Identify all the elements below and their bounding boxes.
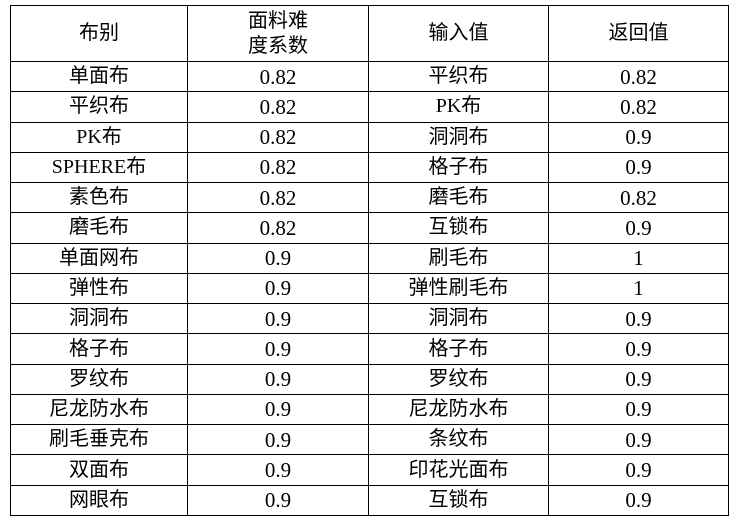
difficulty-coefficient-cell: 0.9 — [187, 424, 369, 456]
table-row: 刷毛垂克布 0.9 条纹布 0.9 — [10, 424, 729, 456]
table-row: 网眼布 0.9 互锁布 0.9 — [10, 484, 729, 517]
difficulty-coefficient-cell: 0.9 — [187, 393, 369, 426]
return-value-cell: 1 — [548, 242, 729, 274]
table-row: PK布 0.82 洞洞布 0.9 — [10, 121, 729, 153]
input-value-cell: 罗纹布 — [368, 363, 549, 395]
return-value-cell: 0.9 — [548, 484, 729, 517]
input-value-cell: 格子布 — [368, 151, 549, 184]
input-value-cell: 平织布 — [368, 60, 549, 93]
input-value-cell: 洞洞布 — [368, 303, 549, 335]
difficulty-coefficient-cell: 0.9 — [187, 303, 369, 335]
difficulty-coefficient-cell: 0.9 — [187, 272, 369, 305]
table-row: 洞洞布 0.9 洞洞布 0.9 — [10, 303, 729, 335]
fabric-name-cell: 格子布 — [10, 333, 188, 365]
return-value-cell: 1 — [548, 272, 729, 305]
table-row: 双面布 0.9 印花光面布 0.9 — [10, 454, 729, 486]
col-header-return-value: 返回值 — [548, 5, 729, 62]
difficulty-coefficient-cell: 0.9 — [187, 484, 369, 517]
return-value-cell: 0.9 — [548, 333, 729, 365]
table-row: 平织布 0.82 PK布 0.82 — [10, 91, 729, 123]
fabric-name-cell: 罗纹布 — [10, 363, 188, 395]
fabric-name-cell: 尼龙防水布 — [10, 393, 188, 426]
fabric-name-cell: PK布 — [10, 121, 188, 153]
return-value-cell: 0.82 — [548, 91, 729, 123]
return-value-cell: 0.9 — [548, 212, 729, 244]
fabric-name-cell: 弹性布 — [10, 272, 188, 305]
difficulty-coefficient-cell: 0.82 — [187, 182, 369, 214]
table-row: 尼龙防水布 0.9 尼龙防水布 0.9 — [10, 393, 729, 426]
input-value-cell: 条纹布 — [368, 424, 549, 456]
return-value-cell: 0.9 — [548, 424, 729, 456]
difficulty-coefficient-cell: 0.82 — [187, 121, 369, 153]
return-value-cell: 0.9 — [548, 121, 729, 153]
col-header-input-value: 输入值 — [368, 5, 549, 62]
input-value-cell: 尼龙防水布 — [368, 393, 549, 426]
input-value-cell: 互锁布 — [368, 212, 549, 244]
difficulty-coefficient-cell: 0.82 — [187, 91, 369, 123]
return-value-cell: 0.9 — [548, 393, 729, 426]
fabric-name-cell: 单面网布 — [10, 242, 188, 274]
difficulty-coefficient-cell: 0.82 — [187, 212, 369, 244]
table-row: 素色布 0.82 磨毛布 0.82 — [10, 182, 729, 214]
difficulty-coefficient-cell: 0.9 — [187, 242, 369, 274]
col-header-fabric-type: 布别 — [10, 5, 188, 62]
fabric-name-cell: 刷毛垂克布 — [10, 424, 188, 456]
table-row: 罗纹布 0.9 罗纹布 0.9 — [10, 363, 729, 395]
input-value-cell: 洞洞布 — [368, 121, 549, 153]
fabric-name-cell: SPHERE布 — [10, 151, 188, 184]
difficulty-coefficient-cell: 0.9 — [187, 333, 369, 365]
fabric-name-cell: 磨毛布 — [10, 212, 188, 244]
input-value-cell: 弹性刷毛布 — [368, 272, 549, 305]
header-row: 布别 面料难 度系数 输入值 返回值 — [10, 5, 729, 62]
fabric-difficulty-table: 布别 面料难 度系数 输入值 返回值 单面布 0.82 平织布 0.82 平织布… — [10, 5, 729, 517]
difficulty-coefficient-cell: 0.9 — [187, 363, 369, 395]
table-row: SPHERE布 0.82 格子布 0.9 — [10, 151, 729, 184]
return-value-cell: 0.9 — [548, 151, 729, 184]
input-value-cell: 磨毛布 — [368, 182, 549, 214]
input-value-cell: 印花光面布 — [368, 454, 549, 486]
input-value-cell: PK布 — [368, 91, 549, 123]
table-row: 磨毛布 0.82 互锁布 0.9 — [10, 212, 729, 244]
table-row: 格子布 0.9 格子布 0.9 — [10, 333, 729, 365]
fabric-name-cell: 单面布 — [10, 60, 188, 93]
table-row: 单面布 0.82 平织布 0.82 — [10, 60, 729, 93]
input-value-cell: 格子布 — [368, 333, 549, 365]
return-value-cell: 0.9 — [548, 363, 729, 395]
col-header-difficulty-coefficient: 面料难 度系数 — [187, 5, 369, 62]
return-value-cell: 0.9 — [548, 454, 729, 486]
table-row: 单面网布 0.9 刷毛布 1 — [10, 242, 729, 274]
return-value-cell: 0.9 — [548, 303, 729, 335]
input-value-cell: 互锁布 — [368, 484, 549, 517]
fabric-name-cell: 双面布 — [10, 454, 188, 486]
fabric-name-cell: 洞洞布 — [10, 303, 188, 335]
difficulty-coefficient-cell: 0.82 — [187, 151, 369, 184]
difficulty-coefficient-cell: 0.82 — [187, 60, 369, 93]
fabric-name-cell: 素色布 — [10, 182, 188, 214]
fabric-name-cell: 网眼布 — [10, 484, 188, 517]
input-value-cell: 刷毛布 — [368, 242, 549, 274]
difficulty-coefficient-cell: 0.9 — [187, 454, 369, 486]
table-row: 弹性布 0.9 弹性刷毛布 1 — [10, 272, 729, 305]
return-value-cell: 0.82 — [548, 60, 729, 93]
return-value-cell: 0.82 — [548, 182, 729, 214]
fabric-name-cell: 平织布 — [10, 91, 188, 123]
